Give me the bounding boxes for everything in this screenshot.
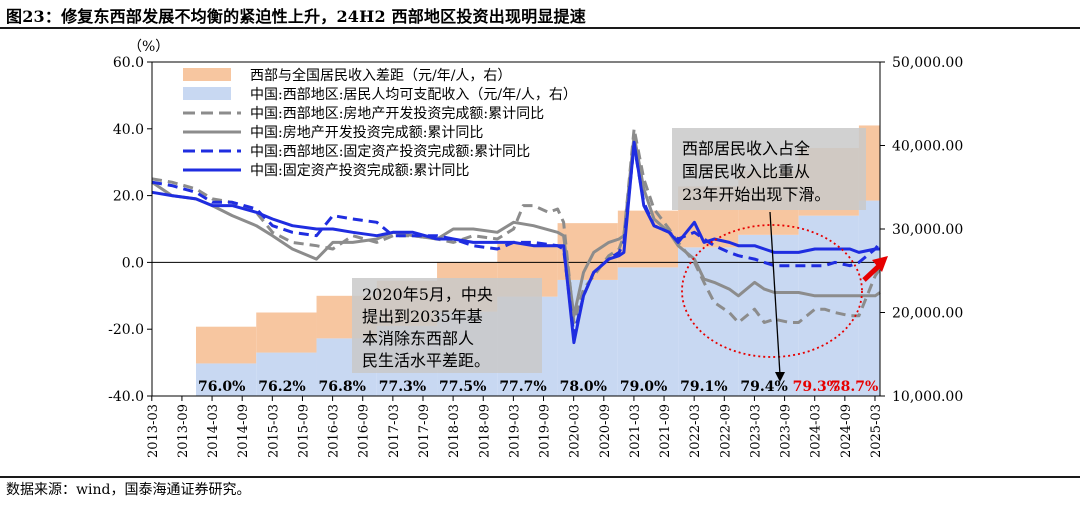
ratio-label: 76.8% bbox=[319, 379, 366, 395]
income-bar bbox=[557, 279, 618, 396]
x-tick-label: 2016-09 bbox=[357, 404, 372, 458]
x-tick-label: 2016-03 bbox=[327, 404, 342, 458]
right-tick-label: 50,000.00 bbox=[892, 55, 963, 71]
x-tick-label: 2018-03 bbox=[447, 404, 462, 458]
title-rule bbox=[0, 27, 1080, 29]
income-bar bbox=[195, 363, 257, 396]
x-tick-label: 2015-09 bbox=[296, 404, 311, 458]
left-tick-label: 20.0 bbox=[113, 189, 144, 205]
left-tick-label: -20.0 bbox=[108, 322, 144, 338]
left-tick-label: 0.0 bbox=[122, 255, 144, 271]
ratio-labels: 76.0% 76.2% 76.8% 77.3% 77.5% 77.7% 78.0% 79.0%… bbox=[198, 379, 878, 395]
x-tick-label: 2017-09 bbox=[417, 404, 432, 458]
axes: （%）60.0 40.0 20.0 0.0 -20.0 -40.0 50,000.00 40,… bbox=[108, 39, 963, 458]
series-line-3 bbox=[151, 140, 880, 345]
x-tick-label: 2023-03 bbox=[748, 404, 763, 458]
ratio-label: 77.7% bbox=[499, 379, 546, 395]
pointer-arrowhead bbox=[775, 372, 785, 382]
left-tick-label: 40.0 bbox=[113, 122, 144, 138]
ratio-label: 79.1% bbox=[680, 379, 727, 395]
legend-swatch bbox=[183, 87, 231, 100]
ratio-label: 79.0% bbox=[620, 379, 667, 395]
note2-box bbox=[672, 128, 866, 210]
x-tick-label: 2022-09 bbox=[718, 404, 733, 458]
left-tick-label: -40.0 bbox=[108, 389, 144, 405]
source-note: 数据来源：wind，国泰海通证券研究。 bbox=[6, 482, 251, 498]
gap-bar bbox=[256, 312, 317, 353]
series-lines bbox=[151, 127, 882, 345]
x-tick-label: 2019-09 bbox=[538, 404, 553, 458]
x-tick-label: 2018-09 bbox=[477, 404, 492, 458]
legend: 西部与全国居民收入差距（元/年/人，右） 中国:西部地区:居民人均可支配收入（元/… bbox=[183, 67, 577, 179]
note1-line: 提出到2035年基 bbox=[362, 307, 483, 326]
x-tick-label: 2022-03 bbox=[688, 404, 703, 458]
series-line-1 bbox=[151, 134, 881, 318]
x-tick-label: 2013-03 bbox=[146, 404, 161, 458]
legend-label: 中国:西部地区:房地产开发投资完成额:累计同比 bbox=[250, 106, 544, 122]
legend-label: 中国:西部地区:居民人均可支配收入（元/年/人，右） bbox=[250, 87, 577, 103]
income-bar bbox=[798, 215, 859, 396]
x-tick-label: 2017-03 bbox=[387, 404, 402, 458]
x-tick-label: 2024-09 bbox=[839, 404, 854, 458]
trend-arrow-shaft bbox=[862, 263, 882, 282]
right-tick-label: 40,000.00 bbox=[892, 139, 963, 155]
x-tick-label: 2020-03 bbox=[568, 404, 583, 458]
trend-arrow-head bbox=[872, 256, 888, 272]
left-tick-label: 60.0 bbox=[113, 55, 144, 71]
legend-label: 中国:西部地区:固定资产投资完成额:累计同比 bbox=[250, 144, 530, 160]
x-tick-label: 2021-03 bbox=[628, 404, 643, 458]
ratio-label: 78.7% bbox=[831, 379, 878, 395]
right-tick-label: 10,000.00 bbox=[892, 389, 963, 405]
ratio-label: 77.3% bbox=[379, 379, 426, 395]
right-tick-label: 20,000.00 bbox=[892, 306, 963, 322]
note2-line: 23年开始出现下滑。 bbox=[682, 185, 830, 204]
left-axis-unit: （%） bbox=[128, 39, 169, 55]
note2-line: 西部居民收入占全 bbox=[682, 139, 810, 158]
x-tick-label: 2021-09 bbox=[658, 404, 673, 458]
x-tick-label: 2023-09 bbox=[779, 404, 794, 458]
right-tick-label: 30,000.00 bbox=[892, 222, 963, 238]
ratio-label: 76.2% bbox=[258, 379, 305, 395]
x-tick-label: 2025-03 bbox=[869, 404, 884, 458]
pointer-line bbox=[769, 211, 781, 376]
note2-line: 国居民收入比重从 bbox=[682, 162, 810, 181]
ratio-label: 79.3% bbox=[793, 379, 840, 395]
ratio-label: 78.0% bbox=[560, 379, 607, 395]
x-tick-label: 2014-09 bbox=[236, 404, 251, 458]
bottom-rule bbox=[0, 476, 1080, 478]
ratio-label: 79.4% bbox=[740, 379, 787, 395]
x-tick-label: 2013-09 bbox=[176, 404, 191, 458]
x-tick-label: 2024-03 bbox=[809, 404, 824, 458]
income-bar bbox=[617, 267, 679, 396]
highlight-circle bbox=[681, 224, 863, 358]
legend-label: 西部与全国居民收入差距（元/年/人，右） bbox=[250, 67, 511, 84]
legend-swatch bbox=[183, 68, 231, 81]
income-bar bbox=[858, 200, 880, 396]
x-tick-label: 2015-03 bbox=[266, 404, 281, 458]
legend-label: 中国:固定资产投资完成额:累计同比 bbox=[250, 163, 469, 179]
income-bar bbox=[678, 247, 739, 396]
note1-line: 民生活水平差距。 bbox=[362, 351, 490, 370]
x-tick-label: 2020-09 bbox=[598, 404, 613, 458]
note1-line: 2020年5月，中央 bbox=[362, 285, 493, 304]
note1-line: 本消除东西部人 bbox=[362, 329, 474, 348]
note1-box bbox=[352, 278, 542, 373]
x-tick-label: 2019-03 bbox=[507, 404, 522, 458]
ratio-label: 76.0% bbox=[198, 379, 245, 395]
legend-label: 中国:房地产开发投资完成额:累计同比 bbox=[250, 125, 483, 141]
income-bar bbox=[256, 352, 317, 396]
gap-bar bbox=[195, 326, 257, 364]
ratio-label: 77.5% bbox=[439, 379, 486, 395]
figure-title: 图23：修复东西部发展不均衡的紧迫性上升，24H2 西部地区投资出现明显提速 bbox=[6, 7, 586, 26]
x-tick-label: 2014-03 bbox=[206, 404, 221, 458]
